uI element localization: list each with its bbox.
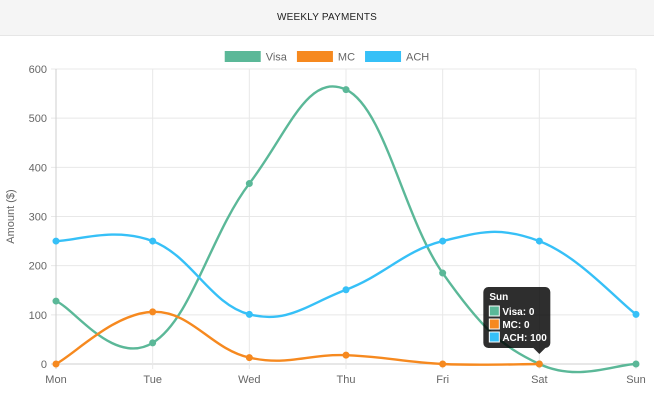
legend-label-mc[interactable]: MC [338, 52, 355, 64]
data-point-mc[interactable] [439, 360, 447, 368]
x-tick-label: Sat [531, 374, 548, 386]
data-point-visa[interactable] [52, 297, 60, 305]
tooltip-swatch-visa [488, 305, 500, 317]
weekly-payments-chart: 0 100 200 300 400 500 600 Mon Tue Wed Thu Fri Sat Sun… [5, 51, 646, 386]
y-tick-label: 400 [29, 162, 47, 174]
tooltip-line-ach: ACH: 100 [502, 333, 547, 344]
data-point-ach[interactable] [52, 237, 60, 245]
chart-header: WEEKLY PAYMENTS [0, 0, 654, 36]
data-point-ach[interactable] [245, 310, 253, 318]
tooltip-title: Sun [489, 292, 508, 303]
x-tick-label: Sun [626, 374, 646, 386]
y-tick-label: 100 [29, 310, 47, 322]
tooltip-swatch-mc [488, 318, 500, 330]
data-point-ach[interactable] [439, 237, 447, 245]
data-point-ach[interactable] [342, 286, 350, 294]
grid [51, 68, 637, 369]
x-tick-label: Tue [143, 374, 162, 386]
data-point-visa[interactable] [149, 339, 157, 347]
data-point-visa[interactable] [439, 269, 447, 277]
data-point-mc[interactable] [535, 360, 543, 368]
legend-swatch-ach[interactable] [365, 51, 402, 62]
axes: 0 100 200 300 400 500 600 Mon Tue Wed Thu Fri Sat Sun… [5, 64, 646, 386]
data-point-ach[interactable] [149, 237, 157, 245]
tooltip-box [483, 287, 551, 348]
data-point-mc[interactable] [245, 354, 253, 362]
data-point-ach[interactable] [535, 237, 543, 245]
legend-swatch-mc[interactable] [296, 51, 333, 62]
x-tick-label: Thu [337, 374, 356, 386]
x-tick-label: Fri [436, 374, 449, 386]
x-tick-label: Mon [45, 374, 66, 386]
x-tick-label: Wed [238, 374, 260, 386]
legend-label-visa[interactable]: Visa [266, 52, 288, 64]
data-point-mc[interactable] [149, 308, 157, 316]
data-point-mc[interactable] [342, 351, 350, 359]
y-tick-label: 500 [29, 113, 47, 125]
legend-label-ach[interactable]: ACH [406, 52, 429, 64]
data-point-visa[interactable] [632, 360, 640, 368]
data-point-visa[interactable] [245, 180, 253, 188]
series-group [52, 85, 640, 374]
chart-container: 0 100 200 300 400 500 600 Mon Tue Wed Thu Fri Sat Sun… [0, 36, 654, 411]
legend-swatch-visa[interactable] [224, 51, 261, 62]
data-point-visa[interactable] [342, 86, 350, 94]
data-point-mc[interactable] [52, 360, 60, 368]
tooltip-line-visa: Visa: 0 [502, 307, 534, 318]
y-tick-label: 300 [29, 212, 47, 224]
data-point-ach[interactable] [632, 310, 640, 318]
series-line-mc [55, 310, 540, 366]
tooltip-caret [533, 348, 546, 354]
tooltip-line-mc: MC: 0 [502, 320, 530, 331]
y-axis-title: Amount ($) [5, 189, 17, 243]
y-tick-label: 0 [41, 359, 47, 371]
y-tick-label: 200 [29, 261, 47, 273]
chart-title: WEEKLY PAYMENTS [276, 12, 378, 23]
tooltip-swatch-ach [488, 331, 500, 343]
y-tick-label: 600 [29, 64, 47, 76]
legend[interactable]: Visa MC ACH [224, 51, 430, 64]
tooltip: Sun Visa: 0 MC: 0 ACH: 100 [483, 287, 551, 354]
